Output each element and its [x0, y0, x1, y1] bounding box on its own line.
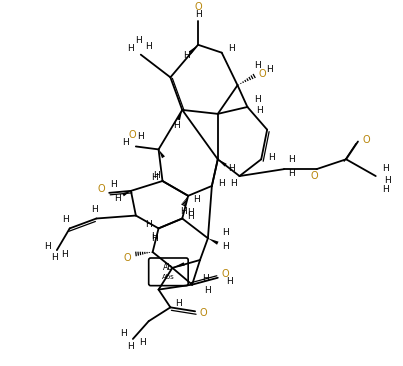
- Polygon shape: [208, 238, 218, 245]
- Text: H: H: [384, 176, 391, 184]
- Polygon shape: [158, 149, 165, 158]
- Text: H: H: [228, 44, 235, 53]
- Text: H: H: [222, 242, 229, 251]
- Text: H: H: [218, 179, 225, 188]
- Text: H: H: [222, 228, 229, 237]
- Text: H: H: [44, 242, 50, 251]
- Text: O: O: [362, 135, 370, 145]
- Text: H: H: [120, 329, 127, 337]
- Text: H: H: [268, 153, 274, 162]
- Text: H: H: [228, 164, 235, 173]
- Polygon shape: [172, 262, 185, 268]
- Text: H: H: [205, 286, 211, 295]
- Text: H: H: [61, 250, 68, 258]
- Text: H: H: [153, 171, 160, 180]
- Text: H: H: [254, 61, 261, 70]
- Text: O: O: [311, 171, 318, 181]
- Text: H: H: [226, 277, 233, 286]
- Text: H: H: [230, 179, 237, 188]
- Text: H: H: [137, 132, 144, 141]
- Text: H: H: [127, 342, 134, 351]
- Text: H: H: [195, 10, 202, 19]
- Text: H: H: [52, 254, 58, 262]
- Text: Abs: Abs: [162, 274, 175, 280]
- Polygon shape: [122, 191, 131, 197]
- Text: H: H: [135, 36, 142, 45]
- Text: Ab: Ab: [163, 264, 174, 272]
- Text: H: H: [187, 208, 193, 217]
- Text: H: H: [187, 212, 193, 221]
- Polygon shape: [218, 159, 227, 167]
- Text: H: H: [382, 186, 389, 194]
- Text: O: O: [98, 184, 105, 194]
- Text: H: H: [151, 234, 158, 243]
- Text: H: H: [123, 138, 129, 147]
- Text: H: H: [289, 155, 295, 164]
- Text: O: O: [258, 70, 266, 79]
- Text: H: H: [110, 180, 116, 190]
- Text: H: H: [289, 169, 295, 178]
- Text: O: O: [222, 269, 229, 279]
- Text: H: H: [114, 194, 120, 203]
- FancyBboxPatch shape: [149, 258, 188, 285]
- Text: H: H: [193, 195, 199, 204]
- Text: H: H: [127, 44, 134, 53]
- Text: H: H: [175, 299, 182, 308]
- Text: H: H: [256, 107, 263, 115]
- Text: H: H: [180, 207, 187, 216]
- Polygon shape: [177, 110, 182, 120]
- Text: O: O: [123, 253, 131, 263]
- Text: H: H: [62, 215, 69, 224]
- Text: H: H: [151, 172, 158, 182]
- Text: H: H: [183, 51, 189, 60]
- Text: H: H: [254, 94, 261, 104]
- Text: H: H: [173, 121, 180, 130]
- Text: H: H: [266, 65, 272, 74]
- Text: H: H: [139, 339, 146, 347]
- Text: H: H: [91, 205, 98, 214]
- Text: H: H: [203, 274, 209, 283]
- Text: H: H: [151, 232, 158, 241]
- Text: H: H: [382, 164, 389, 173]
- Text: H: H: [145, 220, 152, 229]
- Text: H: H: [145, 42, 152, 51]
- Text: O: O: [194, 2, 202, 12]
- Polygon shape: [189, 45, 198, 54]
- Text: O: O: [128, 130, 136, 139]
- Text: O: O: [199, 308, 207, 318]
